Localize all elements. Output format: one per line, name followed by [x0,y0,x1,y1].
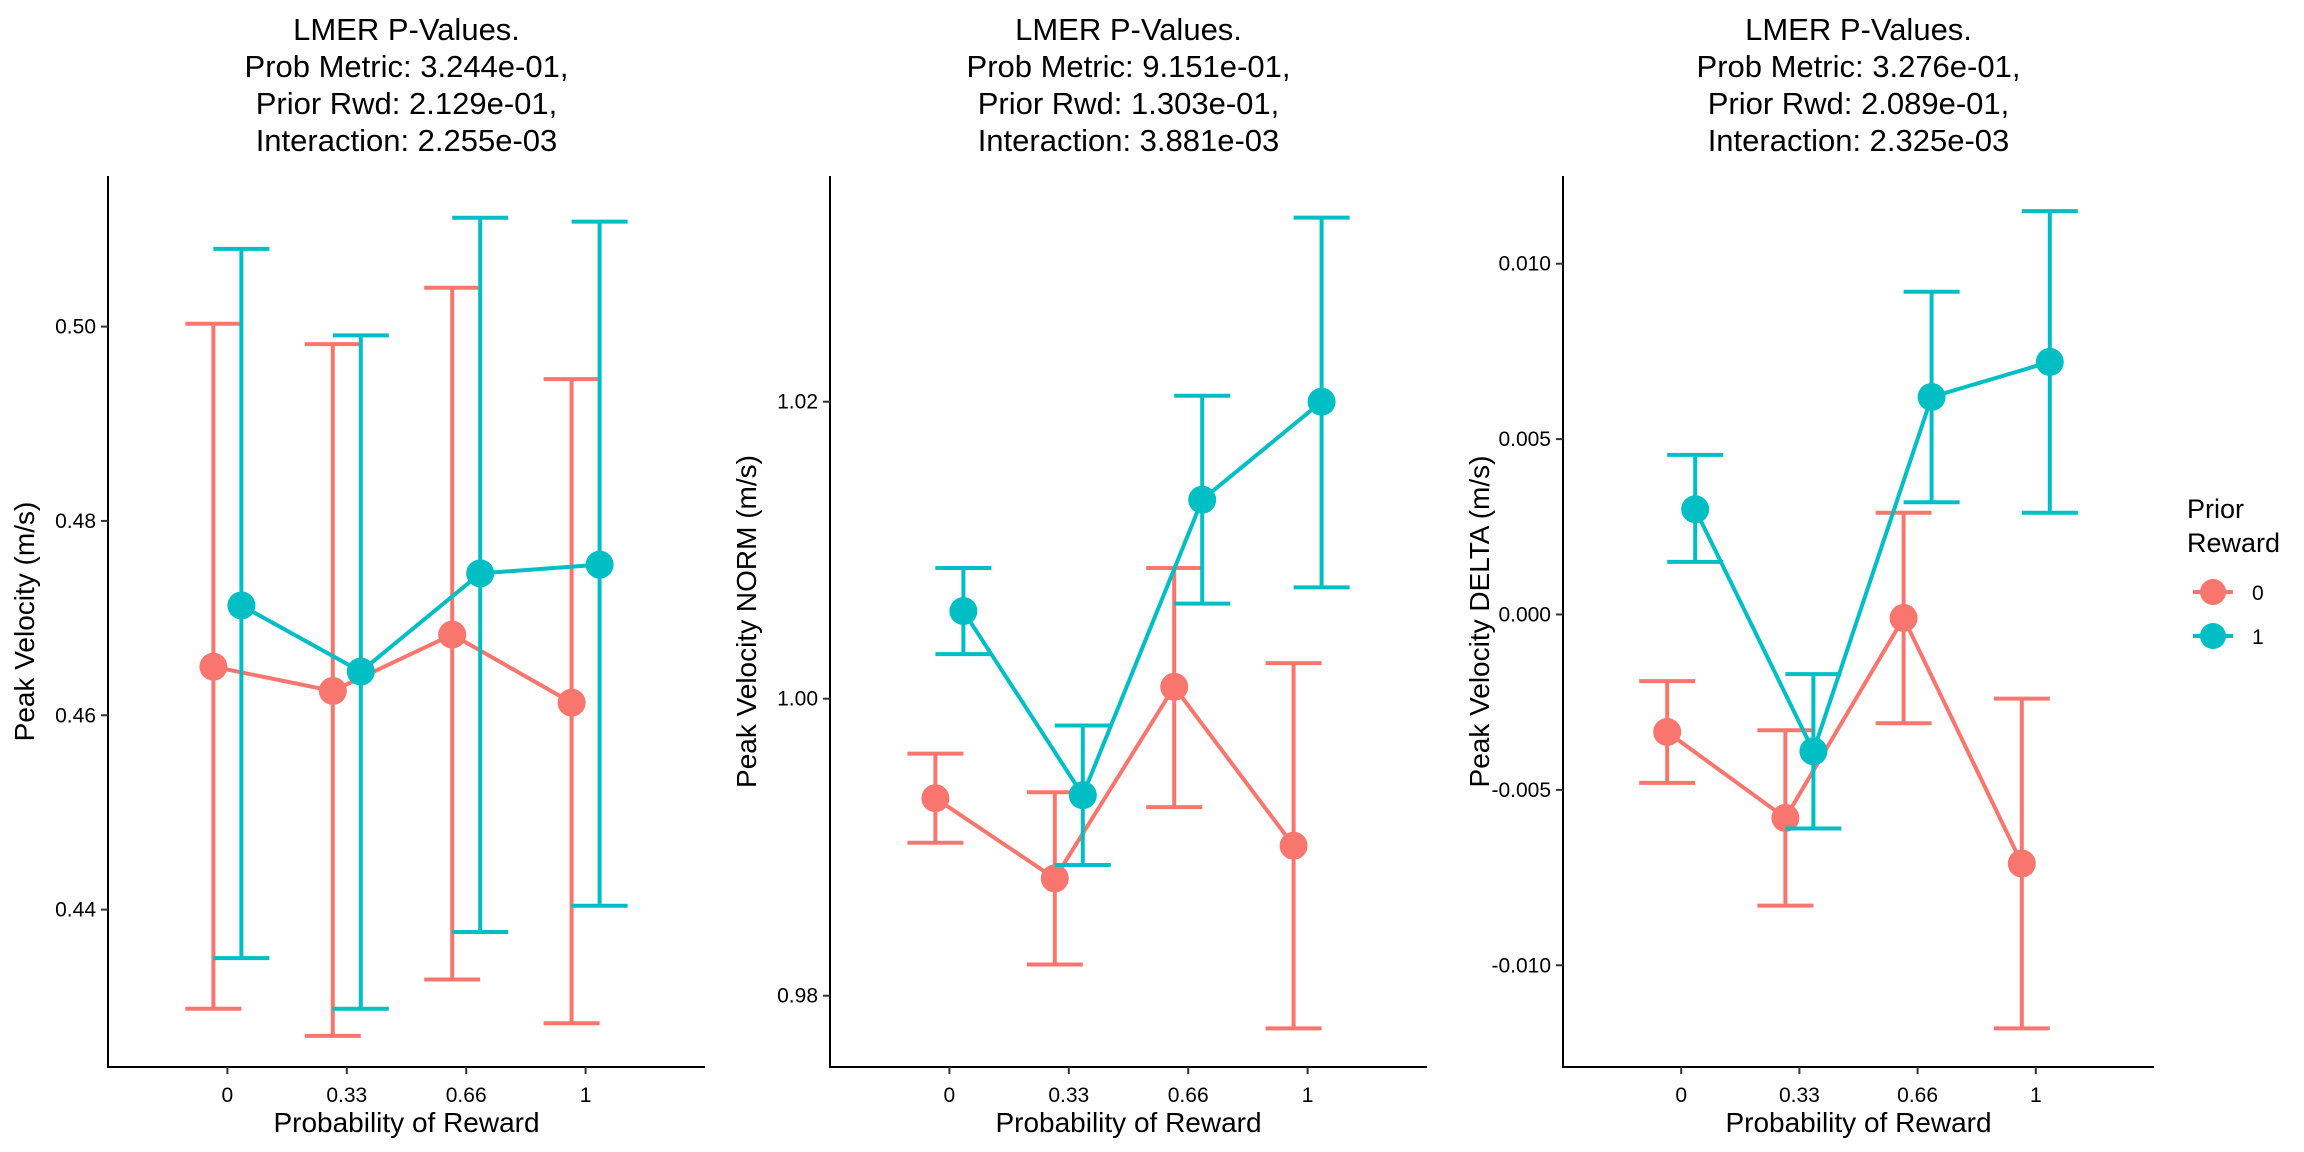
data-point [1188,485,1217,514]
data-point [1307,387,1336,416]
series-reward-1 [935,215,1350,868]
series-line [213,632,573,705]
y-tick-label: 1.00 [777,688,818,711]
y-tick-label: 0.000 [1498,603,1551,626]
series-reward-0 [907,566,1322,1031]
chart-title-line-2: Prob Metric: 3.276e-01, [1697,49,2021,84]
x-tick-label: 0 [222,1084,234,1107]
data-point [1681,495,1710,524]
data-point [346,657,375,686]
chart-title-line-4: Interaction: 2.255e-03 [256,123,558,158]
chart-title-line-3: Prior Rwd: 1.303e-01, [978,86,1280,121]
series-reward-0 [1639,510,2050,1031]
legend-label: 0 [2252,582,2264,605]
chart-title-line-2: Prob Metric: 3.244e-01, [245,49,569,84]
x-tick-label: 1 [580,1084,592,1107]
x-tick-label: 1 [2030,1084,2042,1107]
panel-1: LMER P-Values.Prob Metric: 3.244e-01,Pri… [9,12,705,1138]
series-reward-1 [1667,209,2078,831]
y-axis-title: Peak Velocity NORM (m/s) [731,455,762,788]
data-point [1279,831,1308,860]
chart-title-line-1: LMER P-Values. [293,12,520,47]
x-axis-title: Probability of Reward [273,1107,539,1138]
data-point [1040,864,1069,893]
y-tick-label: 0.010 [1498,253,1551,276]
x-axis-title: Probability of Reward [995,1107,1261,1138]
series-line [1666,613,2024,865]
x-axis-title: Probability of Reward [1725,1107,1991,1138]
data-point [1799,737,1828,766]
y-tick-label: -0.010 [1491,954,1551,977]
legend-item-0: 0 [2193,579,2264,605]
x-tick-label: 0.66 [1168,1084,1209,1107]
y-tick-label: 1.02 [777,391,818,414]
chart-title-line-3: Prior Rwd: 2.129e-01, [256,86,558,121]
legend-label: 1 [2252,626,2264,649]
y-axis-title: Peak Velocity DELTA (m/s) [1464,456,1495,788]
series-line [961,400,1323,800]
y-tick-label: 0.98 [777,985,818,1008]
x-tick-label: 0.66 [1897,1084,1938,1107]
data-point [1068,781,1097,810]
series-reward-1 [213,215,628,1011]
y-axis-title: Peak Velocity (m/s) [9,502,40,742]
legend-title-line-1: Prior [2187,494,2244,524]
data-point [318,676,347,705]
legend-key-point [2200,579,2226,605]
y-tick-label: 0.005 [1498,428,1551,451]
data-point [585,550,614,579]
x-tick-label: 0.33 [1048,1084,1089,1107]
x-tick-label: 0.66 [446,1084,487,1107]
data-point [2007,849,2036,878]
data-point [199,652,228,681]
data-point [557,688,586,717]
chart-title-line-4: Interaction: 3.881e-03 [978,123,1280,158]
data-point [438,620,467,649]
legend-key-point [2200,623,2226,649]
x-tick-label: 0 [944,1084,956,1107]
data-point [227,591,256,620]
data-point [921,784,950,813]
panel-3: LMER P-Values.Prob Metric: 3.276e-01,Pri… [1464,12,2154,1138]
data-point [1889,603,1918,632]
series-line [240,562,600,674]
x-tick-label: 0 [1675,1084,1687,1107]
y-tick-label: 0.46 [55,704,96,727]
chart-title-line-4: Interaction: 2.325e-03 [1708,123,2010,158]
y-tick-label: 0.50 [55,316,96,339]
data-point [1917,382,1946,411]
data-point [466,559,495,588]
chart-title-line-1: LMER P-Values. [1015,12,1242,47]
data-point [949,597,978,626]
data-point [1771,803,1800,832]
legend-title-line-2: Reward [2187,528,2280,558]
series-line [934,683,1296,882]
y-tick-label: 0.48 [55,510,96,533]
chart-title-line-1: LMER P-Values. [1745,12,1972,47]
series-reward-0 [185,285,600,1038]
chart-title-line-3: Prior Rwd: 2.089e-01, [1708,86,2010,121]
data-point [2035,347,2064,376]
panel-2: LMER P-Values.Prob Metric: 9.151e-01,Pri… [731,12,1427,1138]
series-line [1693,359,2051,757]
data-point [1653,717,1682,746]
y-tick-label: 0.44 [55,899,96,922]
y-tick-label: -0.005 [1491,779,1551,802]
chart-title-line-2: Prob Metric: 9.151e-01, [967,49,1291,84]
x-tick-label: 0.33 [326,1084,367,1107]
legend-item-1: 1 [2193,623,2264,649]
legend: Prior Reward 0 1 [2187,494,2280,649]
x-tick-label: 1 [1302,1084,1314,1107]
data-point [1160,672,1189,701]
x-tick-label: 0.33 [1779,1084,1820,1107]
